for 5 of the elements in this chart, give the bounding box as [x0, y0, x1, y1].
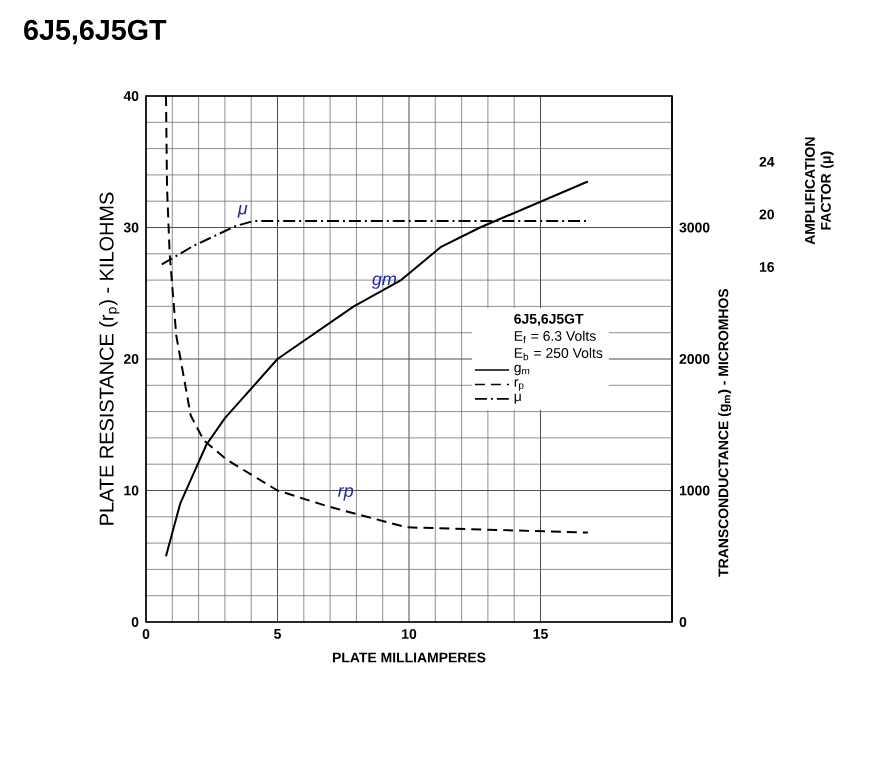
annotation: gm	[371, 275, 397, 289]
chart-title: 6J5,6J5GT	[24, 19, 167, 45]
y-axis-title: PLATE RESISTANCE (r$_{p}$) - KILOHMS	[99, 192, 120, 525]
annotation: rp	[338, 487, 354, 501]
annotation: μ	[237, 204, 248, 218]
